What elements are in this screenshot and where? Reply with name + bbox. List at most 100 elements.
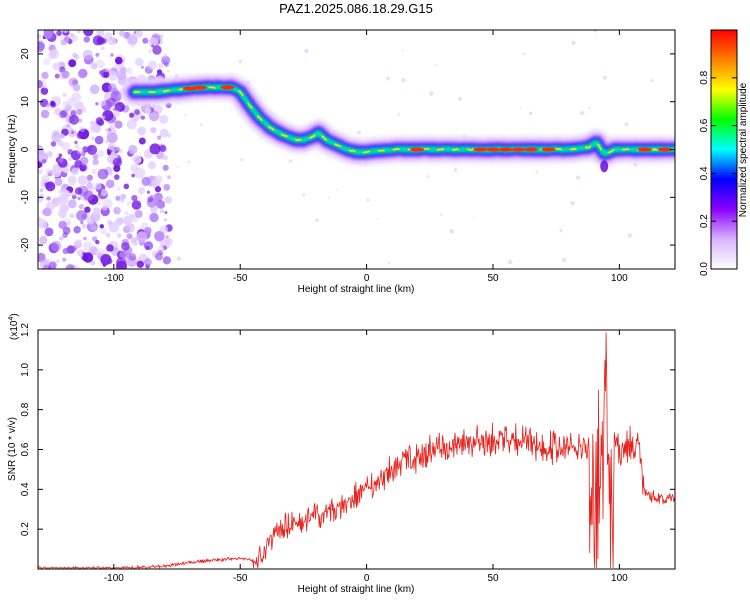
noise-blob (520, 107, 522, 110)
noise-blob (149, 143, 161, 155)
noise-blob (164, 196, 173, 204)
noise-blob (128, 253, 137, 261)
noise-blob (138, 137, 146, 145)
noise-blob (154, 192, 163, 202)
noise-blob (54, 73, 60, 79)
noise-blob (40, 109, 50, 119)
noise-blob (187, 160, 191, 164)
noise-blob (126, 200, 132, 206)
noise-blob (149, 212, 159, 223)
noise-blob (51, 197, 61, 207)
noise-blob (106, 126, 117, 137)
noise-blob (135, 30, 143, 38)
noise-blob (366, 198, 370, 202)
noise-blob (163, 218, 167, 222)
noise-blob (43, 85, 47, 89)
noise-blob (56, 30, 62, 36)
noise-blob (40, 194, 45, 199)
noise-blob (112, 157, 123, 167)
noise-blob (83, 30, 94, 37)
noise-blob (50, 141, 57, 147)
noise-blob (120, 193, 127, 200)
y-tick-label: 0 (20, 146, 31, 152)
noise-blob (453, 168, 458, 172)
noise-blob (131, 195, 138, 202)
noise-blob (118, 148, 124, 154)
ridge-peak (192, 85, 207, 90)
noise-blob (135, 57, 144, 67)
noise-blob (154, 186, 162, 193)
noise-blob (113, 164, 121, 172)
noise-blob (162, 164, 169, 171)
noise-blob (80, 151, 86, 157)
noise-blob (68, 59, 77, 68)
x-tick-label: 50 (487, 573, 499, 584)
noise-blob (101, 46, 105, 51)
noise-blob (74, 140, 78, 145)
ridge-disturbance (600, 160, 609, 173)
noise-blob (633, 162, 638, 167)
noise-blob (131, 173, 136, 178)
ridge-peak (511, 147, 526, 152)
noise-blob (67, 97, 77, 107)
noise-blob (76, 146, 84, 155)
colorbar-tick-label: 0.6 (699, 118, 710, 132)
noise-blob (84, 206, 91, 213)
noise-blob (76, 131, 84, 139)
noise-blob (115, 56, 123, 65)
y-tick-label: 0.8 (20, 402, 31, 416)
snr-y-axis: 0.2 0.4 0.6 0.8 1.0 1.2 (20, 323, 675, 536)
noise-blob (167, 175, 172, 180)
noise-blob (146, 190, 150, 194)
noise-blob (69, 213, 75, 219)
noise-blob (52, 62, 61, 71)
noise-blob (100, 228, 107, 235)
noise-blob (60, 109, 69, 117)
ridge-peak (486, 147, 500, 152)
noise-blob (95, 239, 100, 245)
x-tick-label: -50 (233, 273, 248, 284)
noise-blob (102, 115, 106, 119)
noise-blob (46, 151, 53, 158)
noise-blob (120, 67, 124, 71)
y-tick-label: 10 (20, 96, 31, 108)
snr-x-axis: -100 -50 0 50 100 (104, 330, 628, 584)
noise-blob (570, 201, 575, 206)
noise-blob (62, 92, 67, 97)
noise-blob (128, 144, 138, 155)
noise-blob (166, 69, 170, 73)
colorbar-tick-label: 0.8 (699, 70, 710, 84)
snr-panel: -100 -50 0 50 100 0.2 0.4 0.6 0.8 1.0 1.2 Height … (7, 313, 676, 595)
noise-blob (150, 127, 157, 134)
noise-blob (162, 245, 168, 251)
noise-blob (59, 34, 70, 45)
noise-blob (107, 142, 116, 151)
ridge-peak (410, 147, 425, 152)
noise-blob (79, 125, 86, 132)
ridge-peak (657, 147, 672, 152)
noise-blob (90, 212, 101, 222)
noise-blob (449, 229, 454, 234)
noise-blob (176, 256, 181, 261)
snr-series-line (38, 332, 675, 569)
noise-blob (80, 156, 89, 165)
noise-blob (83, 236, 87, 241)
noise-blob (159, 145, 167, 153)
noise-blob (155, 252, 163, 261)
noise-blob (104, 32, 113, 41)
noise-blob (109, 123, 116, 130)
noise-blob (114, 218, 123, 226)
noise-blob (59, 236, 64, 241)
noise-blob (70, 109, 77, 116)
noise-blob (397, 113, 401, 116)
noise-blob (75, 239, 82, 247)
noise-blob (559, 228, 563, 232)
noise-blob (82, 49, 93, 61)
noise-blob (302, 193, 306, 197)
noise-blob (115, 195, 121, 201)
noise-blob (110, 90, 122, 102)
noise-blob (90, 224, 97, 231)
noise-blob (159, 114, 169, 124)
noise-blob (96, 149, 105, 158)
noise-blob (76, 30, 81, 33)
